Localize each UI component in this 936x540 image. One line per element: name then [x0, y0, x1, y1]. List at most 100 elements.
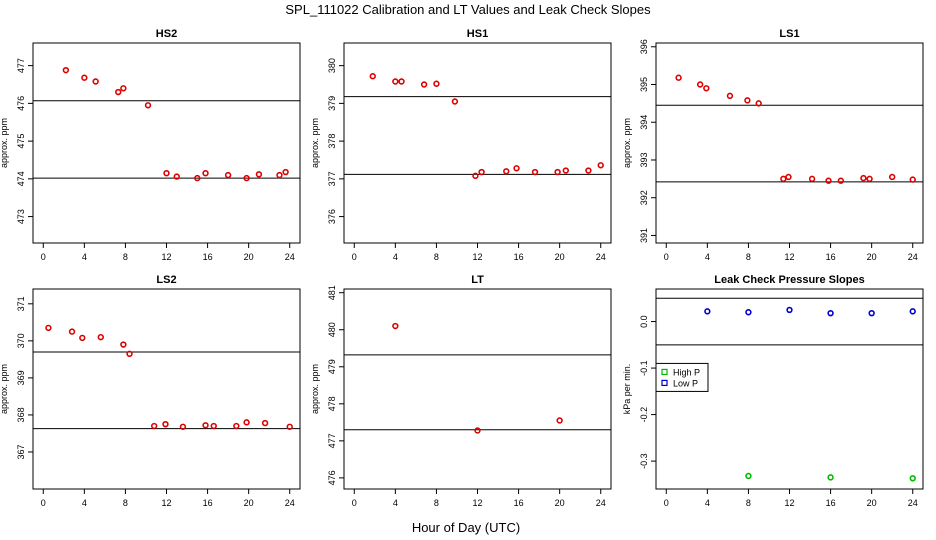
- y-tick-label: 479: [327, 359, 337, 374]
- x-tick-label: 4: [393, 252, 398, 262]
- x-tick-label: 24: [285, 252, 295, 262]
- x-tick-label: 24: [908, 498, 918, 508]
- y-tick-label: 371: [16, 296, 26, 311]
- y-axis-label: approx. ppm: [0, 364, 9, 414]
- data-point: [120, 85, 127, 92]
- y-tick-label: 393: [639, 152, 649, 167]
- y-tick-label: 476: [327, 470, 337, 485]
- y-tick-label: 369: [16, 370, 26, 385]
- panel-1: HS1 approx. ppm 0 4 8 12 16 20 24 376 377 378 379 380: [310, 28, 612, 262]
- data-point: [194, 174, 201, 182]
- x-tick-label: 20: [867, 252, 877, 262]
- data-point: [210, 422, 217, 430]
- y-tick-label: 376: [327, 209, 337, 224]
- y-tick-label: 473: [16, 209, 26, 224]
- x-tick-label: 16: [826, 498, 836, 508]
- data-point: [163, 169, 170, 177]
- data-point: [276, 171, 283, 179]
- data-point: [420, 81, 428, 88]
- y-tick-label: -0.2: [639, 407, 649, 423]
- data-point: [398, 78, 405, 85]
- panel-5: Leak Check Pressure Slopes kPa per min. 0 4…: [622, 274, 924, 508]
- y-tick-label: 394: [639, 115, 649, 130]
- x-tick-label: 0: [41, 498, 46, 508]
- x-tick-label: 4: [705, 252, 710, 262]
- data-point: [202, 422, 209, 429]
- y-tick-label: 476: [16, 96, 26, 111]
- data-point: [808, 175, 816, 183]
- data-point: [785, 173, 792, 181]
- x-tick-label: 24: [908, 252, 918, 262]
- data-point: [474, 427, 481, 434]
- data-point: [513, 165, 520, 172]
- data-point: [369, 73, 376, 80]
- data-point: [745, 309, 752, 316]
- x-tick-label: 4: [393, 498, 398, 508]
- y-tick-label: 377: [327, 171, 337, 186]
- data-point: [503, 168, 510, 175]
- data-point: [909, 475, 916, 482]
- x-tick-label: 24: [596, 498, 606, 508]
- data-point: [173, 173, 180, 180]
- x-tick-label: 16: [203, 498, 213, 508]
- data-point: [79, 334, 86, 342]
- x-tick-label: 12: [161, 498, 171, 508]
- x-tick-label: 16: [514, 252, 524, 262]
- y-tick-label: 380: [327, 58, 337, 73]
- panel-3: LS2 approx. ppm 0 4 8 12 16 20 24 367 368 369 370 371: [0, 274, 301, 508]
- data-point: [120, 341, 127, 348]
- data-point: [675, 74, 682, 81]
- y-tick-label: -0.1: [639, 360, 649, 376]
- data-point: [696, 81, 704, 88]
- data-point: [531, 168, 539, 176]
- data-point: [179, 423, 187, 430]
- x-tick-label: 8: [746, 498, 751, 508]
- y-axis-label: kPa per min.: [622, 364, 632, 415]
- y-axis-label: approx. ppm: [0, 118, 9, 168]
- data-point: [827, 474, 834, 481]
- data-point: [704, 308, 711, 315]
- data-point: [585, 167, 592, 174]
- data-point: [392, 78, 399, 85]
- y-tick-label: 480: [327, 322, 337, 337]
- x-tick-label: 0: [664, 498, 669, 508]
- data-point: [868, 309, 875, 317]
- y-tick-label: 0.0: [639, 315, 649, 328]
- y-axis-label: approx. ppm: [622, 118, 632, 168]
- x-tick-label: 24: [596, 252, 606, 262]
- data-point: [888, 173, 896, 181]
- x-tick-label: 4: [82, 498, 87, 508]
- data-point: [825, 177, 832, 184]
- x-tick-label: 12: [784, 498, 794, 508]
- data-point: [68, 328, 76, 335]
- y-tick-label: 391: [639, 228, 649, 243]
- data-point: [780, 175, 787, 183]
- data-point: [827, 309, 834, 317]
- data-point: [144, 102, 152, 109]
- data-point: [392, 322, 399, 330]
- y-tick-label: 475: [16, 134, 26, 149]
- y-tick-label: 481: [327, 285, 337, 300]
- data-point: [92, 78, 99, 85]
- data-point: [261, 419, 269, 427]
- x-tick-label: 0: [352, 252, 357, 262]
- legend-box: [655, 362, 709, 392]
- legend-label: Low P: [673, 378, 698, 388]
- plot-frame: [343, 42, 612, 244]
- x-tick-label: 20: [555, 498, 565, 508]
- data-point: [451, 98, 459, 105]
- x-tick-label: 16: [514, 498, 524, 508]
- chart-panels: HS2 approx. ppm 0 4 8 12 16 20 24 473 474 475 476 477…: [0, 28, 924, 508]
- data-point: [755, 100, 762, 107]
- data-point: [744, 97, 751, 104]
- y-axis-label: approx. ppm: [310, 118, 320, 168]
- data-point: [745, 472, 752, 480]
- legend-swatch: [661, 368, 668, 376]
- x-tick-label: 12: [472, 252, 482, 262]
- y-tick-label: -0.3: [639, 453, 649, 469]
- data-point: [433, 80, 440, 87]
- x-tick-label: 16: [203, 252, 213, 262]
- panel-2: LS1 approx. ppm 0 4 8 12 16 20 24 391 392 393 394 395…: [622, 28, 924, 262]
